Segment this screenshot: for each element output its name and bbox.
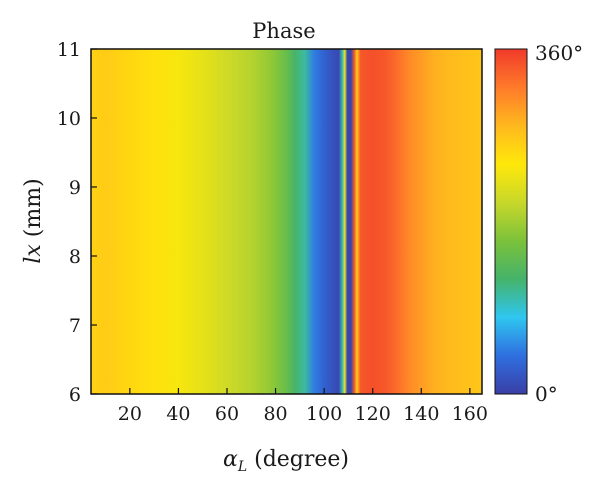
y-tick-label: 9 <box>69 177 81 199</box>
plot-frame <box>90 48 483 395</box>
x-tick-label: 140 <box>403 403 439 425</box>
colorbar-max-label: 360° <box>535 41 583 65</box>
colorbar <box>494 48 528 395</box>
y-axis-ticks: 6 7 8 9 10 11 <box>57 39 97 406</box>
y-tick-label: 6 <box>69 384 81 406</box>
x-tick-label: 80 <box>263 403 287 425</box>
x-axis-ticks: 20 40 60 80 100 120 140 160 <box>118 388 488 425</box>
x-tick-label: 120 <box>355 403 391 425</box>
y-tick-label: 10 <box>57 108 81 130</box>
x-tick-label: 60 <box>215 403 239 425</box>
y-tick-label: 7 <box>69 315 81 337</box>
x-axis-unit: (degree) <box>254 447 349 472</box>
x-tick-label: 160 <box>452 403 488 425</box>
x-tick-label: 100 <box>306 403 342 425</box>
y-axis-unit: (mm) <box>21 178 46 237</box>
x-axis-symbol: α <box>223 447 238 472</box>
y-axis-label: lx (mm) <box>21 178 46 263</box>
y-tick-label: 8 <box>69 246 81 268</box>
y-axis-symbol: lx <box>21 244 46 264</box>
chart-title: Phase <box>252 19 315 43</box>
colorbar-min-label: 0° <box>535 382 558 406</box>
x-tick-label: 40 <box>166 403 190 425</box>
y-tick-label: 11 <box>57 39 81 61</box>
x-axis-label: αL (degree) <box>223 447 349 475</box>
x-axis-subscript: L <box>237 459 247 475</box>
x-tick-label: 20 <box>118 403 142 425</box>
heatmap-area <box>91 49 482 394</box>
